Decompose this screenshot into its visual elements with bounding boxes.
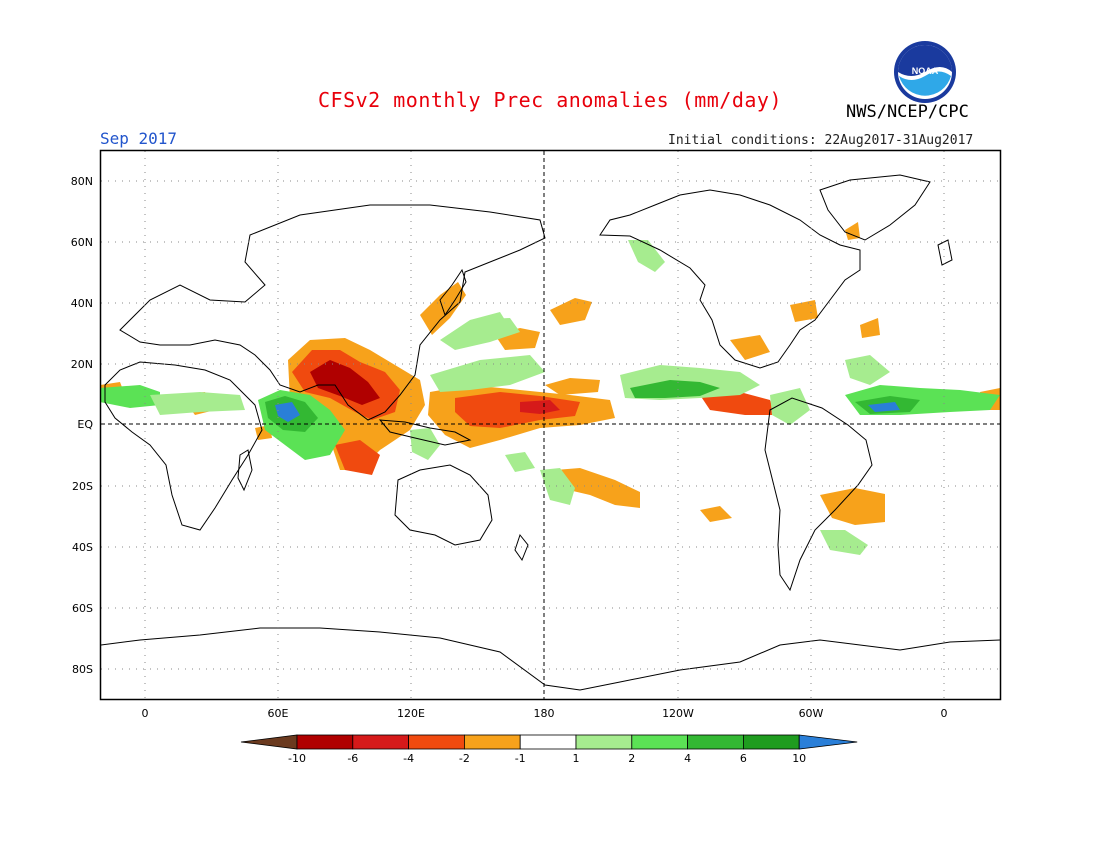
wet-anomaly-central-africa <box>150 392 245 415</box>
wet-anomaly-south-indian-ocean <box>410 428 440 460</box>
colorbar-label: 10 <box>792 752 806 765</box>
wet-anomalies <box>101 240 1000 555</box>
noaa-logo: NOAA <box>894 41 956 103</box>
dry-anomaly-greenland <box>845 222 860 240</box>
continent-australia <box>394 464 493 546</box>
lat-label: 80N <box>71 175 93 188</box>
graticule <box>101 151 1000 699</box>
wet-anomaly-subtropical-atlantic <box>845 355 890 385</box>
colorbar-segment <box>519 734 577 750</box>
wet-anomaly-caribbean <box>770 388 810 425</box>
continent-antarctica <box>101 627 1000 691</box>
colorbar: -10 -6 -4 -2 -1 1 2 4 6 10 <box>240 734 858 765</box>
continent-outlines <box>101 174 1000 691</box>
lat-label: 60S <box>72 602 93 615</box>
dry-anomaly-west-pacific-strong <box>520 400 560 414</box>
lon-label: 120E <box>397 707 425 720</box>
wet-anomaly-west-africa-band <box>101 385 160 408</box>
colorbar-segment <box>575 734 633 750</box>
wet-anomaly-south-pacific <box>540 468 575 505</box>
continent-north-america <box>599 189 861 369</box>
colorbar-label: 6 <box>740 752 747 765</box>
anomaly-fields <box>101 222 1000 555</box>
lat-label: 20N <box>71 358 93 371</box>
lat-label: 40N <box>71 297 93 310</box>
colorbar-arrow-left <box>240 734 298 750</box>
svg-text:NOAA: NOAA <box>912 66 939 76</box>
lon-label: 0 <box>142 707 149 720</box>
dry-anomaly-south-atlantic-brazil <box>820 488 885 525</box>
agency-label: NWS/NCEP/CPC <box>846 102 969 122</box>
dry-anomaly-gulf-mexico <box>730 335 770 360</box>
colorbar-arrow-right <box>798 734 858 750</box>
colorbar-segment <box>352 734 409 750</box>
wet-anomaly-arabian-sea-max <box>275 402 300 422</box>
landmass-japan <box>439 268 467 317</box>
continent-eurasia <box>119 204 546 421</box>
lat-label: 40S <box>72 541 93 554</box>
lon-label: 180 <box>534 707 555 720</box>
dry-anomaly-south-indian <box>335 440 380 475</box>
landmass-uk <box>937 239 953 266</box>
landmass-madagascar <box>237 449 253 492</box>
initial-conditions: Initial conditions: 22Aug2017-31Aug2017 <box>668 133 974 148</box>
colorbar-label: -4 <box>403 752 414 765</box>
landmass-greenland <box>819 174 931 241</box>
lon-label: 60E <box>268 707 289 720</box>
colorbar-segment <box>296 734 354 750</box>
wet-anomaly-east-pacific-itcz-core <box>630 380 720 398</box>
colorbar-segment <box>687 734 744 750</box>
continent-south-america <box>764 397 873 592</box>
lon-label: 0 <box>941 707 948 720</box>
dry-anomaly-strong-india <box>310 360 380 405</box>
dry-anomaly-central-atlantic <box>860 318 880 338</box>
colorbar-label: -6 <box>347 752 358 765</box>
lat-label: 80S <box>72 663 93 676</box>
colorbar-label: -10 <box>288 752 306 765</box>
lat-label: EQ <box>77 418 93 431</box>
landmass-new-zealand <box>514 533 529 562</box>
wet-anomaly-atlantic-itcz-max <box>868 402 900 412</box>
colorbar-segment <box>743 734 800 750</box>
lon-label: 60W <box>799 707 824 720</box>
wet-anomaly-south-atlantic <box>820 530 868 555</box>
colorbar-label: -1 <box>515 752 526 765</box>
map-frame <box>99 149 1002 701</box>
colorbar-label: 4 <box>684 752 691 765</box>
colorbar-label: 2 <box>628 752 635 765</box>
wet-anomaly-nw-pacific <box>430 355 545 392</box>
lat-label: 60N <box>71 236 93 249</box>
wet-anomaly-south-pacific-central <box>505 452 535 472</box>
dry-anomaly-panama <box>700 392 775 415</box>
dry-anomaly-south-pacific <box>555 468 640 508</box>
longitude-labels: 0 60E 120E 180 120W 60W 0 <box>142 707 948 720</box>
lat-label: 20S <box>72 480 93 493</box>
wet-anomaly-alaska <box>628 240 665 272</box>
dry-anomaly-central-pacific-band <box>545 378 600 395</box>
colorbar-label: 1 <box>573 752 580 765</box>
landmass-indonesia <box>378 419 472 446</box>
dry-anomaly-subtropical-npac <box>550 298 592 325</box>
colorbar-segment <box>408 734 465 750</box>
wet-anomaly-nw-pacific-north <box>470 312 510 336</box>
colorbar-segment <box>631 734 688 750</box>
colorbar-label: -2 <box>459 752 470 765</box>
forecast-month: Sep 2017 <box>100 129 178 148</box>
latitude-labels: 80N 60N 40N 20N EQ 20S 40S 60S 80S <box>71 175 94 676</box>
continent-africa <box>104 361 263 531</box>
lon-label: 120W <box>662 707 694 720</box>
colorbar-segment <box>463 734 521 750</box>
dry-anomaly-sw-pacific <box>700 506 732 522</box>
map-title: CFSv2 monthly Prec anomalies (mm/day) <box>317 88 783 112</box>
